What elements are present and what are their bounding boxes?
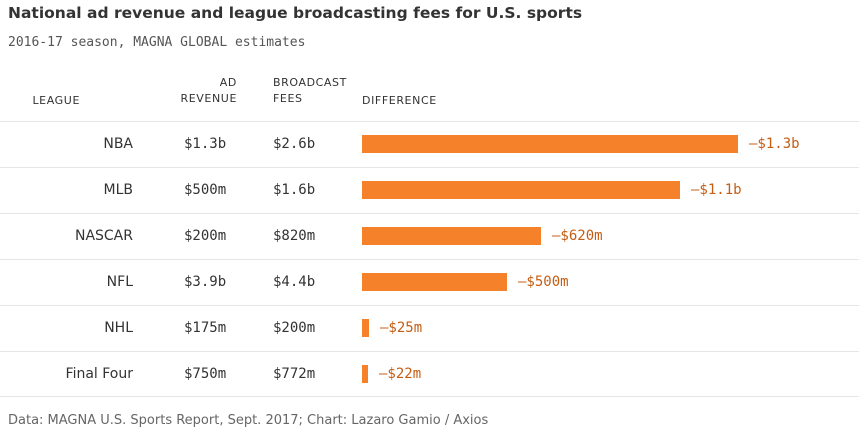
table-row: Final Four $750m $772m –$22m	[0, 351, 859, 397]
header-ad-revenue-line1: AD	[219, 76, 237, 89]
difference-bar	[362, 273, 507, 291]
difference-bar	[362, 319, 369, 337]
header-ad-revenue-line2: REVENUE	[180, 92, 237, 105]
header-broadcast-fees-line2: FEES	[273, 92, 303, 105]
difference-label: –$25m	[380, 320, 423, 336]
table-row: NHL $175m $200m –$25m	[0, 305, 859, 351]
table-row: NFL $3.9b $4.4b –$500m	[0, 259, 859, 305]
league-name: NASCAR	[74, 228, 133, 244]
difference-label: –$1.1b	[691, 182, 742, 198]
ad-revenue-value: $175m	[184, 320, 227, 336]
broadcast-fees-value: $772m	[273, 366, 316, 382]
ad-revenue-value: $750m	[184, 366, 227, 382]
league-name: NBA	[103, 136, 133, 152]
source-note: Data: MAGNA U.S. Sports Report, Sept. 20…	[8, 413, 489, 428]
difference-bar	[362, 181, 680, 199]
ad-revenue-value: $500m	[184, 182, 227, 198]
broadcast-fees-value: $1.6b	[273, 182, 316, 198]
ad-revenue-value: $1.3b	[184, 136, 227, 152]
difference-label: –$22m	[379, 366, 422, 382]
difference-bar	[362, 365, 368, 383]
league-name: NFL	[106, 274, 133, 290]
header-broadcast-fees-line1: BROADCAST	[273, 76, 347, 89]
difference-bar	[362, 135, 738, 153]
header-broadcast-fees: BROADCAST FEES	[273, 75, 347, 107]
broadcast-fees-value: $4.4b	[273, 274, 316, 290]
table-row: NASCAR $200m $820m –$620m	[0, 213, 859, 259]
difference-bar	[362, 227, 541, 245]
difference-label: –$1.3b	[749, 136, 800, 152]
table-row: MLB $500m $1.6b –$1.1b	[0, 167, 859, 213]
broadcast-fees-value: $2.6b	[273, 136, 316, 152]
broadcast-fees-value: $200m	[273, 320, 316, 336]
table-row: NBA $1.3b $2.6b –$1.3b	[0, 121, 859, 167]
league-name: Final Four	[65, 366, 133, 382]
header-difference: DIFFERENCE	[362, 94, 437, 107]
league-name: NHL	[104, 320, 133, 336]
difference-label: –$500m	[518, 274, 569, 290]
difference-label: –$620m	[552, 228, 603, 244]
header-ad-revenue: AD REVENUE	[181, 75, 238, 107]
ad-revenue-value: $3.9b	[184, 274, 227, 290]
ad-revenue-value: $200m	[184, 228, 227, 244]
header-league: LEAGUE	[32, 94, 80, 107]
chart-subtitle: 2016-17 season, MAGNA GLOBAL estimates	[8, 35, 306, 50]
chart-title: National ad revenue and league broadcast…	[8, 4, 583, 22]
broadcast-fees-value: $820m	[273, 228, 316, 244]
league-name: MLB	[103, 182, 133, 198]
